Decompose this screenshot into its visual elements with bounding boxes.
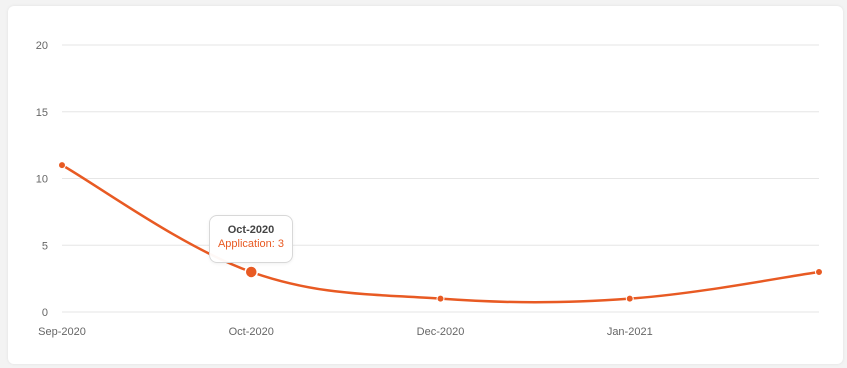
data-point-active[interactable] — [244, 265, 258, 279]
x-tick-label: Jan-2021 — [607, 326, 653, 338]
tooltip: Oct-2020 Application: 3 — [209, 215, 293, 263]
data-point[interactable] — [436, 294, 445, 303]
series-points — [58, 161, 823, 303]
data-point[interactable] — [58, 161, 66, 170]
tooltip-title: Oct-2020 — [227, 224, 275, 236]
grid-lines — [62, 44, 819, 313]
y-tick-label: 5 — [42, 240, 48, 252]
series-line-application — [60, 163, 821, 304]
chart-card — [8, 6, 843, 364]
x-axis: Sep-2020 Oct-2020 Dec-2020 Jan-2021 — [38, 326, 653, 338]
x-tick-label: Oct-2020 — [229, 326, 274, 338]
x-tick-label: Dec-2020 — [417, 326, 465, 338]
y-tick-label: 20 — [36, 40, 48, 52]
y-tick-label: 15 — [36, 107, 48, 119]
x-tick-label: Sep-2020 — [38, 326, 86, 338]
data-point[interactable] — [625, 294, 634, 303]
data-point[interactable] — [815, 267, 823, 276]
y-tick-label: 10 — [36, 174, 48, 186]
tooltip-value: Application: 3 — [217, 238, 285, 250]
y-tick-label: 0 — [42, 307, 48, 319]
y-axis: 0 5 10 15 20 — [36, 40, 48, 319]
